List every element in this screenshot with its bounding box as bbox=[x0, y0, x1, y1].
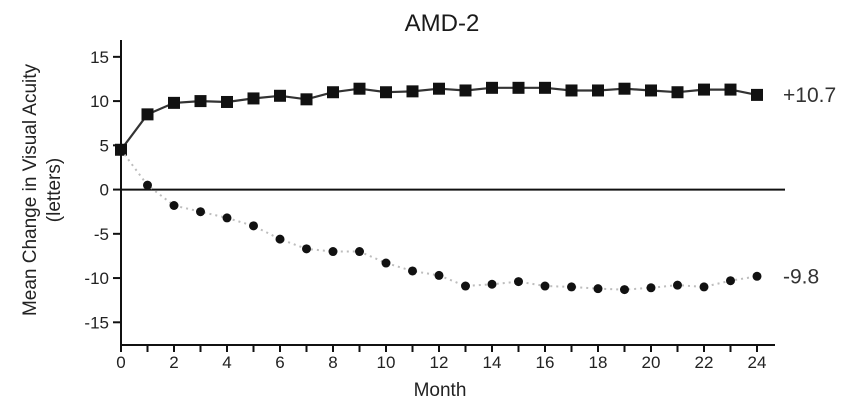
series-1-point bbox=[328, 247, 338, 257]
series-0-point bbox=[539, 81, 551, 94]
end-label-series-1: -9.8 bbox=[783, 265, 819, 288]
series-1-point bbox=[567, 282, 576, 292]
series-0-point bbox=[433, 82, 445, 95]
chart-title: AMD-2 bbox=[405, 10, 480, 37]
series-1-point bbox=[434, 270, 444, 280]
y-axis-title-line1: Mean Change in Visual Acuity bbox=[20, 63, 41, 316]
y-tick-label: 5 bbox=[100, 136, 109, 155]
series-1-point bbox=[461, 281, 470, 291]
series-1-point bbox=[222, 213, 232, 223]
series-1-point bbox=[116, 145, 126, 155]
series-0-point bbox=[724, 83, 737, 96]
series-line-1 bbox=[120, 149, 758, 291]
x-tick-label: 16 bbox=[536, 353, 555, 372]
x-tick-label: 2 bbox=[169, 353, 178, 372]
series-0-point bbox=[274, 89, 286, 102]
series-1-point bbox=[169, 201, 179, 211]
series-1-point bbox=[275, 234, 285, 244]
series-0-point bbox=[618, 82, 631, 95]
x-tick-label: 8 bbox=[328, 353, 337, 372]
series-1-point bbox=[514, 277, 523, 287]
x-tick-label: 20 bbox=[642, 353, 661, 372]
y-axis-title-line2: (letters) bbox=[44, 158, 65, 222]
series-1-point bbox=[249, 221, 258, 231]
x-axis-title: Month bbox=[414, 380, 467, 401]
y-tick-label: 15 bbox=[90, 48, 109, 67]
y-tick-label: -5 bbox=[94, 225, 109, 244]
series-1-point bbox=[487, 279, 497, 289]
x-tick-label: 4 bbox=[222, 353, 231, 372]
series-0-point bbox=[247, 92, 260, 105]
series-1-point bbox=[752, 271, 762, 281]
series-0-point bbox=[327, 86, 339, 99]
x-tick-label: 6 bbox=[275, 353, 284, 372]
series-0-point bbox=[512, 81, 525, 94]
series-1-point bbox=[381, 258, 391, 268]
x-tick-label: 10 bbox=[377, 353, 396, 372]
series-0-point bbox=[353, 82, 366, 95]
series-1-point bbox=[196, 207, 205, 217]
x-tick-label: 0 bbox=[116, 353, 125, 372]
series-1-point bbox=[699, 282, 709, 292]
x-tick-label: 22 bbox=[695, 353, 714, 372]
x-tick-label: 12 bbox=[430, 353, 449, 372]
x-tick-label: 24 bbox=[748, 353, 767, 372]
y-tick-label: -15 bbox=[84, 313, 109, 332]
series-0-point bbox=[486, 81, 498, 94]
series-0-point bbox=[671, 86, 684, 99]
series-1-point bbox=[408, 266, 417, 276]
series-1-point bbox=[673, 280, 682, 290]
series-0-point bbox=[698, 83, 710, 96]
series-0-point bbox=[406, 85, 419, 98]
series-line-0 bbox=[120, 86, 758, 151]
series-0-point bbox=[221, 95, 233, 108]
series-0-point bbox=[592, 84, 604, 97]
series-1-point bbox=[620, 285, 629, 295]
series-1-point bbox=[593, 284, 603, 294]
series-0-point bbox=[300, 93, 313, 106]
series-0-point bbox=[645, 84, 657, 97]
end-label-series-0: +10.7 bbox=[783, 84, 836, 107]
series-1-point bbox=[540, 281, 550, 291]
series-0-point bbox=[141, 108, 154, 121]
x-tick-label: 18 bbox=[589, 353, 608, 372]
series-1-point bbox=[355, 247, 364, 257]
series-0-point bbox=[380, 86, 392, 99]
series-1-point bbox=[726, 276, 735, 286]
series-0-point bbox=[168, 96, 180, 109]
y-tick-label: 0 bbox=[100, 181, 109, 200]
y-tick-label: -10 bbox=[84, 269, 109, 288]
x-tick-label: 14 bbox=[483, 353, 502, 372]
series-0-point bbox=[194, 95, 207, 108]
y-tick-label: 10 bbox=[90, 92, 109, 111]
series-0-point bbox=[751, 88, 763, 101]
series-1-point bbox=[143, 180, 152, 190]
series-1-point bbox=[646, 283, 656, 293]
series-1-point bbox=[302, 244, 311, 254]
series-0-point bbox=[459, 84, 472, 97]
series-0-point bbox=[565, 84, 578, 97]
